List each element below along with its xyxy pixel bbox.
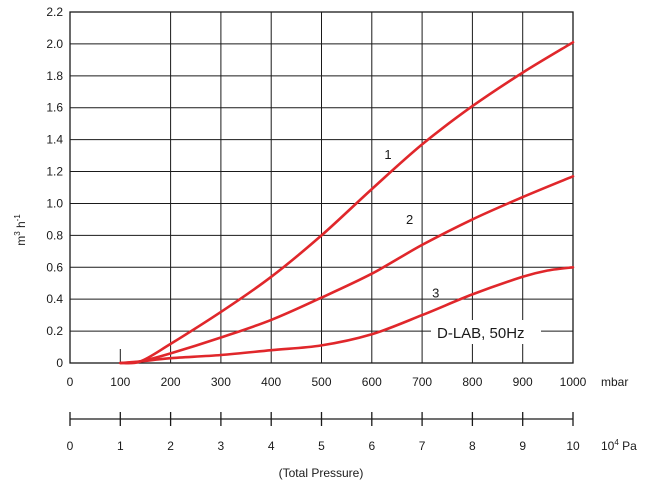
- secondary-tick-label: 6: [368, 439, 375, 453]
- y-tick-label: 1.8: [46, 69, 63, 83]
- y-tick-label: 0.6: [46, 260, 63, 274]
- x-tick-label: 0: [67, 375, 74, 389]
- curve-label-1: 1: [384, 147, 391, 162]
- x-tick-label: 100: [110, 375, 130, 389]
- secondary-tick-label: 5: [318, 439, 325, 453]
- x-tick-label: 600: [362, 375, 382, 389]
- y-tick-label: 1.4: [46, 133, 63, 147]
- curve-label-2: 2: [406, 212, 413, 227]
- x-axis-unit: mbar: [601, 375, 628, 389]
- curve-series-3: [119, 266, 575, 365]
- secondary-axis-ticks: [69, 412, 574, 426]
- x-tick-label: 900: [513, 375, 533, 389]
- curve-label-3: 3: [432, 286, 439, 301]
- y-tick-label: 0: [56, 356, 63, 370]
- secondary-tick-label: 8: [469, 439, 476, 453]
- secondary-tick-label: 0: [67, 439, 74, 453]
- x-tick-labels: 0 100 200 300 400 500 600 700 800 900 1000: [67, 375, 587, 389]
- annotation-box: [431, 320, 541, 344]
- x-tick-label: 800: [462, 375, 482, 389]
- secondary-tick-label: 1: [117, 439, 124, 453]
- annotation-text: D-LAB, 50Hz: [437, 325, 525, 342]
- x-tick-label: 300: [211, 375, 231, 389]
- x-axis-title: (Total Pressure): [279, 466, 364, 480]
- x-tick-label: 200: [161, 375, 181, 389]
- y-tick-label: 1.2: [46, 165, 63, 179]
- secondary-tick-label: 4: [268, 439, 275, 453]
- y-tick-label: 0.2: [46, 324, 63, 338]
- secondary-axis-unit: 104 Pa: [601, 438, 637, 453]
- secondary-tick-label: 2: [167, 439, 174, 453]
- x-tick-label: 1000: [560, 375, 587, 389]
- y-tick-labels: 0 0.2 0.4 0.6 0.8 1.0 1.2 1.4 1.6 1.8 2.0 2.2: [46, 5, 63, 370]
- y-tick-label: 0.8: [46, 228, 63, 242]
- y-tick-label: 2.2: [46, 5, 63, 19]
- secondary-tick-label: 9: [519, 439, 526, 453]
- secondary-tick-label: 10: [566, 439, 580, 453]
- secondary-tick-label: 7: [419, 439, 426, 453]
- curve-series-1: [119, 41, 575, 365]
- plot-frame: [69, 11, 574, 364]
- x-tick-label: 400: [261, 375, 281, 389]
- y-axis-label: m3 h-1: [13, 214, 28, 246]
- x-tick-label: 500: [311, 375, 331, 389]
- secondary-tick-label: 3: [218, 439, 225, 453]
- secondary-axis-tick-labels: 0 1 2 3 4 5 6 7 8 9 10: [67, 439, 580, 453]
- y-tick-label: 1.6: [46, 101, 63, 115]
- y-tick-label: 0.4: [46, 292, 63, 306]
- y-tick-label: 2.0: [46, 37, 63, 51]
- y-tick-label: 1.0: [46, 196, 63, 210]
- curve-labels: 1 2 3: [384, 147, 439, 301]
- curves: [119, 41, 575, 365]
- grid-lines: [70, 12, 573, 363]
- curve-series-2: [119, 175, 575, 365]
- x-tick-label: 700: [412, 375, 432, 389]
